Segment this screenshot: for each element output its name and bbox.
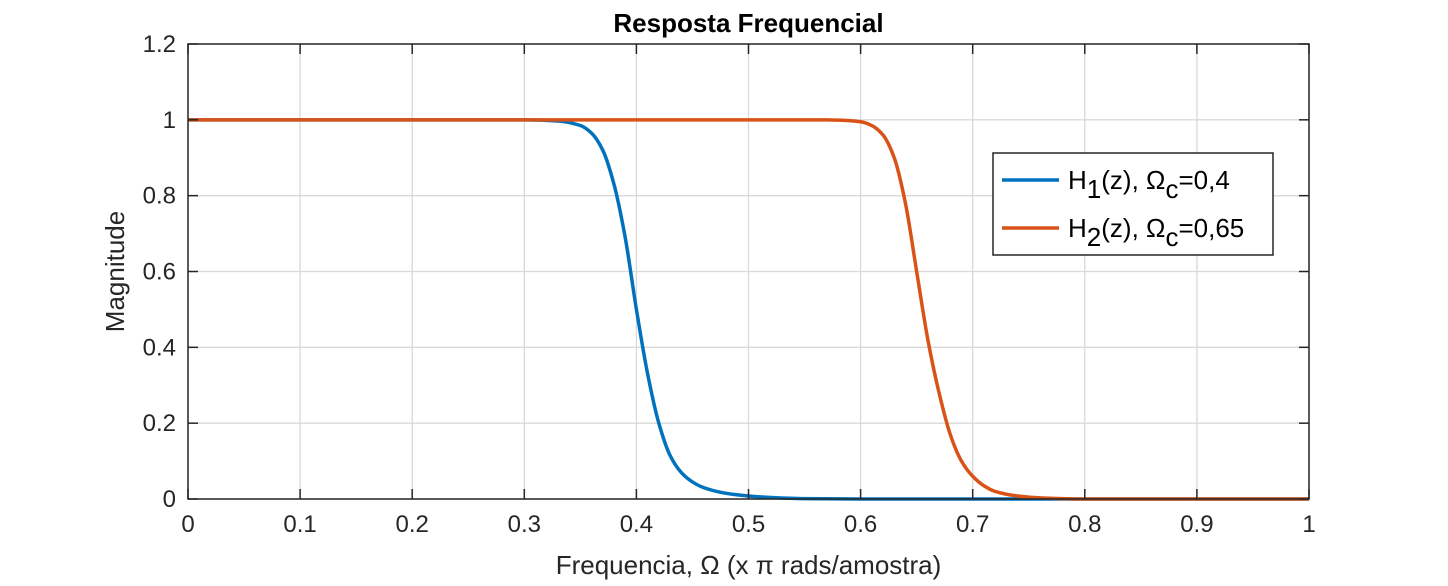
x-tick-label: 0 bbox=[181, 511, 194, 538]
x-tick-label: 0.9 bbox=[1180, 511, 1213, 538]
chart-title: Resposta Frequencial bbox=[613, 8, 883, 38]
y-tick-label: 0 bbox=[163, 486, 176, 513]
x-tick-label: 0.3 bbox=[508, 511, 541, 538]
x-tick-label: 0.5 bbox=[732, 511, 765, 538]
x-tick-label: 0.8 bbox=[1068, 511, 1101, 538]
legend: H1(z), Ωc=0,4 H2(z), Ωc=0,65 bbox=[992, 152, 1274, 256]
ticks: 0 0.1 0.2 0.3 0.4 0.5 0.6 0.7 0.8 0.9 1 0 0.2 0.4 0.6 0… bbox=[143, 31, 1316, 538]
x-tick-label: 1 bbox=[1302, 511, 1315, 538]
y-tick-label: 0.8 bbox=[143, 183, 176, 210]
y-tick-label: 0.6 bbox=[143, 259, 176, 286]
legend-box bbox=[992, 152, 1274, 256]
x-tick-label: 0.7 bbox=[956, 511, 989, 538]
y-tick-label: 1 bbox=[163, 107, 176, 134]
y-axis-label: Magnitude bbox=[100, 211, 130, 332]
x-tick-label: 0.1 bbox=[283, 511, 316, 538]
series-line-2 bbox=[188, 118, 1309, 501]
y-tick-label: 1.2 bbox=[143, 31, 176, 58]
x-tick-label: 0.2 bbox=[396, 511, 429, 538]
x-tick-label: 0.6 bbox=[844, 511, 877, 538]
legend-label-2: H2(z), Ωc=0,65 bbox=[1068, 213, 1244, 252]
y-tick-label: 0.4 bbox=[143, 334, 176, 361]
legend-label-1: H1(z), Ωc=0,4 bbox=[1068, 165, 1230, 204]
y-tick-label: 0.2 bbox=[143, 410, 176, 437]
grid bbox=[187, 43, 1310, 500]
x-tick-label: 0.4 bbox=[620, 511, 653, 538]
x-axis-label: Frequencia, Ω (x π rads/amostra) bbox=[556, 550, 942, 580]
